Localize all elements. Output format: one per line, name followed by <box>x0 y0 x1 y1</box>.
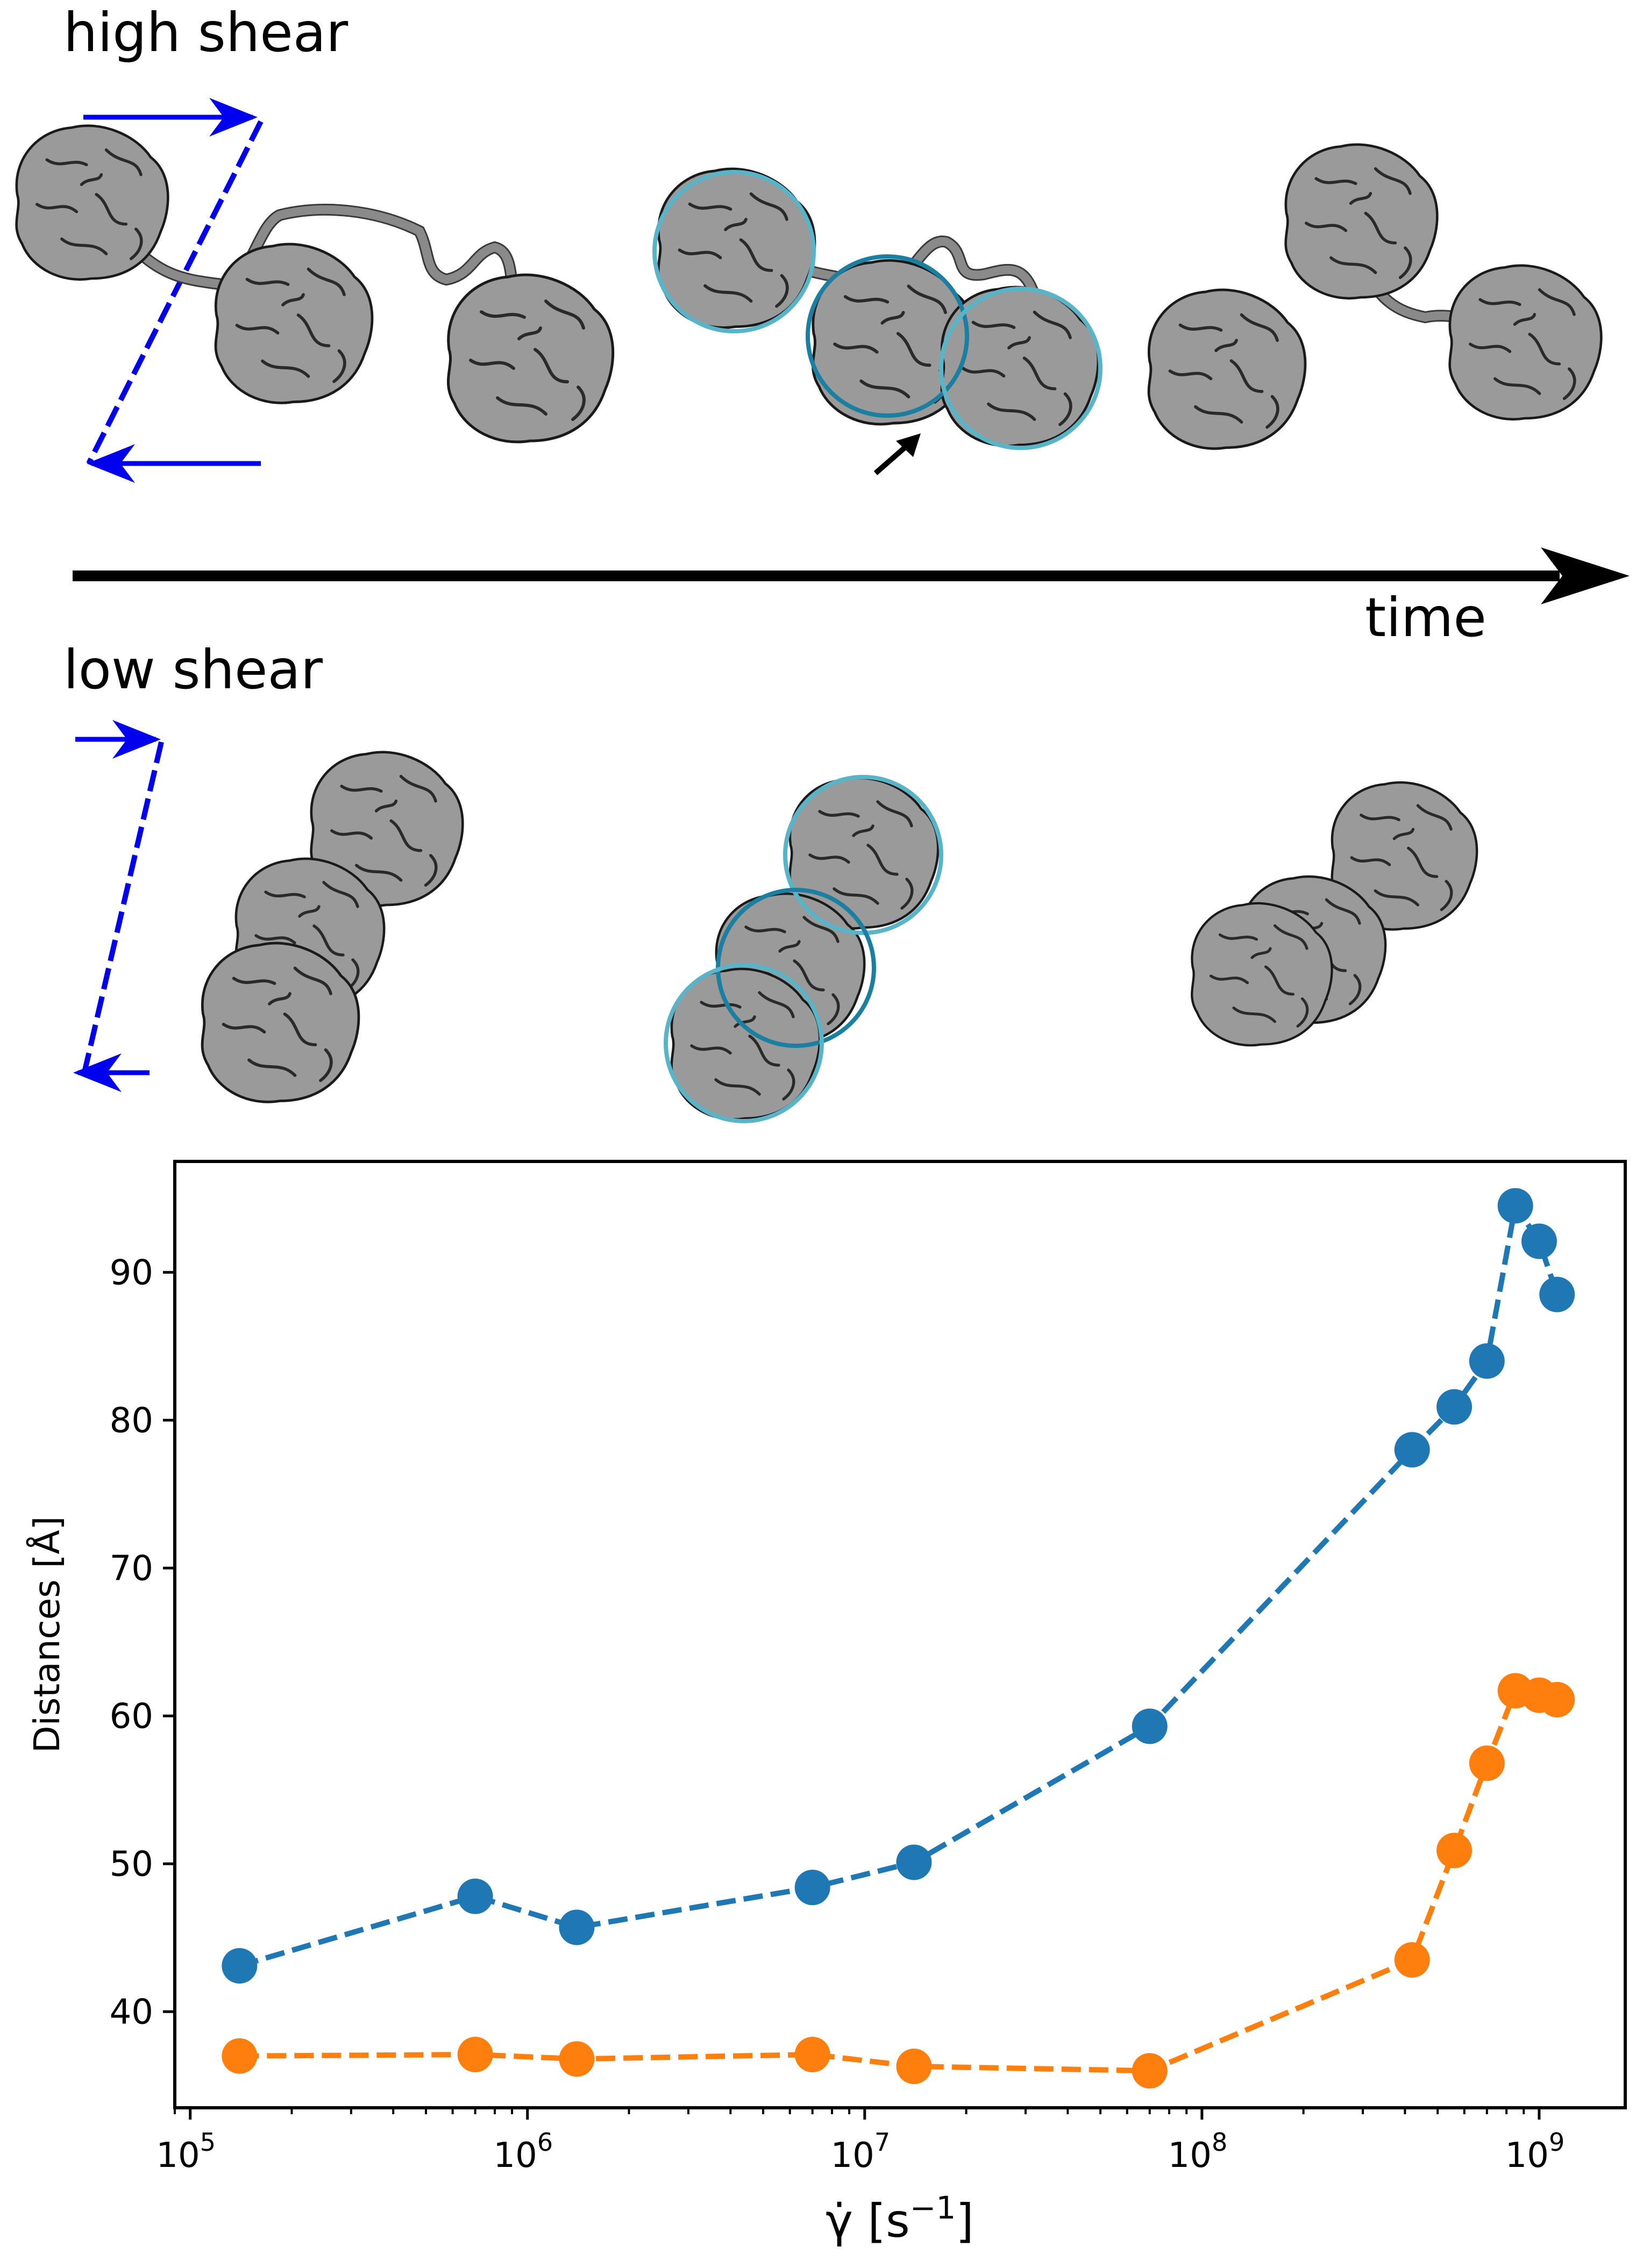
plot-area-frame <box>173 1160 1627 2109</box>
x-axis-title-exponent: −1 <box>910 2189 956 2226</box>
x-axis-title-main: γ̇ [s <box>826 2194 910 2248</box>
x-tick-label: 108 <box>1168 2128 1228 2176</box>
data-point-blue <box>457 1878 493 1914</box>
y-tick-label: 40 <box>110 1992 153 2032</box>
data-point-orange <box>1469 1745 1505 1781</box>
x-tick-label: 106 <box>493 2128 553 2176</box>
data-point-orange <box>457 2037 493 2072</box>
data-point-orange <box>222 2038 258 2074</box>
protein-structure-high-2 <box>652 169 1103 475</box>
high-shear-label: high shear <box>63 1 348 64</box>
data-point-blue <box>1539 1276 1575 1313</box>
data-point-orange <box>1539 1682 1575 1717</box>
time-arrow <box>73 547 1630 604</box>
protein-structure-low-3 <box>1192 782 1477 1045</box>
protein-structure-high-1 <box>17 126 613 442</box>
data-point-blue <box>559 1909 595 1945</box>
data-point-orange <box>896 2049 932 2084</box>
data-point-blue <box>1436 1389 1473 1425</box>
data-point-orange <box>1394 1942 1430 1978</box>
x-axis-title: γ̇ [s−1] <box>826 2189 974 2248</box>
low-domain-circle-3 <box>664 963 824 1123</box>
data-point-blue <box>222 1948 258 1984</box>
domain-circle-1 <box>652 170 816 333</box>
data-point-blue <box>1132 1708 1168 1744</box>
protein-structure-low-1 <box>202 752 463 1102</box>
y-tick-label: 70 <box>110 1549 153 1588</box>
x-axis-title-end: ] <box>956 2194 974 2248</box>
low-shear-label: low shear <box>63 638 323 701</box>
low-shear-flow-diagram <box>73 720 164 1092</box>
data-point-blue <box>794 1870 830 1906</box>
shear-profile-line <box>86 120 264 465</box>
data-point-orange <box>1436 1832 1473 1868</box>
low-domain-circle-1 <box>783 775 943 935</box>
domain-circle-3 <box>939 287 1103 450</box>
y-tick-label: 50 <box>110 1844 153 1884</box>
x-tick-base: 10 <box>830 2136 874 2176</box>
x-tick-exponent: 6 <box>537 2128 553 2157</box>
data-point-blue <box>1497 1188 1533 1224</box>
data-point-orange <box>559 2041 595 2077</box>
x-tick-base: 10 <box>156 2136 200 2176</box>
high-shear-flow-diagram <box>83 98 264 483</box>
series-line-blue <box>238 1199 1560 1969</box>
domain-circle-2 <box>806 254 969 418</box>
y-axis-title: Distances [Å] <box>26 1516 68 1753</box>
data-point-blue <box>1394 1432 1430 1468</box>
time-arrow-head <box>1541 547 1630 604</box>
x-tick-exponent: 8 <box>1212 2128 1227 2157</box>
x-tick-exponent: 9 <box>1549 2128 1564 2157</box>
data-point-orange <box>794 2037 830 2072</box>
time-label: time <box>1365 586 1486 649</box>
x-tick-label: 107 <box>830 2128 890 2176</box>
series-line-orange <box>239 1687 1558 2074</box>
y-tick-label: 60 <box>110 1696 153 1736</box>
x-tick-base: 10 <box>1505 2136 1549 2176</box>
x-tick-label: 109 <box>1505 2128 1565 2176</box>
shear-profile-line-low <box>82 741 164 1071</box>
x-tick-exponent: 7 <box>874 2128 890 2157</box>
x-tick-exponent: 5 <box>200 2128 216 2157</box>
y-tick-label: 90 <box>110 1253 153 1293</box>
x-tick-base: 10 <box>1168 2136 1212 2176</box>
protein-structure-low-2 <box>664 775 943 1123</box>
data-point-blue <box>1469 1343 1505 1379</box>
x-tick-base: 10 <box>493 2136 537 2176</box>
data-point-blue <box>896 1844 932 1880</box>
data-point-blue <box>1521 1223 1557 1259</box>
x-tick-label: 105 <box>156 2128 216 2176</box>
y-tick-label: 80 <box>110 1401 153 1440</box>
contact-arrow-head <box>896 433 921 457</box>
protein-structure-high-3 <box>1149 145 1601 449</box>
series-layer <box>222 1188 1575 2089</box>
data-point-orange <box>1132 2053 1168 2089</box>
